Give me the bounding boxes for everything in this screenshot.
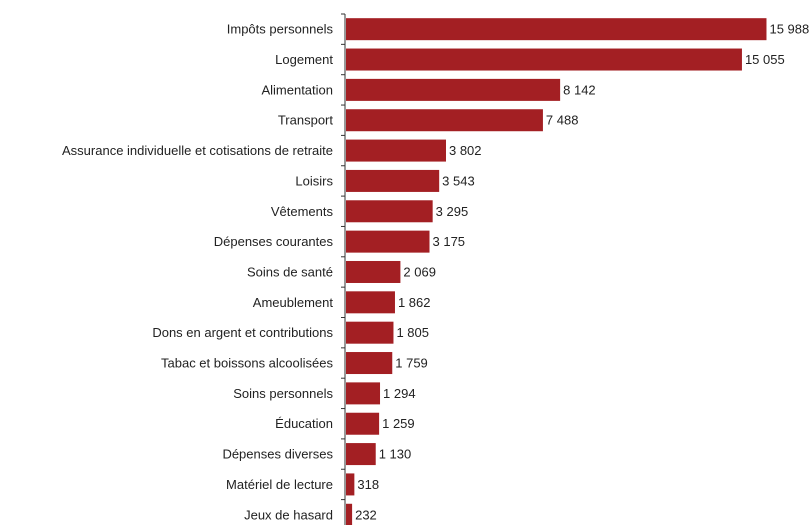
bar [346,412,380,435]
bar [346,109,543,132]
category-label: Dépenses courantes [214,234,334,249]
bar [346,78,561,101]
data-label: 1 294 [383,386,416,401]
data-label: 318 [357,477,379,492]
data-label: 2 069 [403,264,436,279]
category-label: Logement [275,52,333,67]
data-label: 3 802 [449,143,482,158]
category-label: Tabac et boissons alcoolisées [161,356,333,371]
data-label: 8 142 [563,82,596,97]
bar [346,260,401,283]
bar [346,443,376,466]
category-label: Matériel de lecture [226,477,333,492]
category-label: Assurance individuelle et cotisations de… [62,143,333,158]
bar [346,48,742,71]
data-label: 1 805 [396,325,429,340]
category-label: Transport [278,113,334,128]
bar [346,169,440,192]
bar [346,18,767,41]
bar [346,291,395,314]
data-label: 232 [355,507,377,522]
category-label: Dépenses diverses [222,447,333,462]
data-label: 15 988 [769,22,809,37]
bar [346,382,381,405]
bar [346,139,446,162]
bar [346,503,353,525]
category-label: Soins de santé [247,264,333,279]
bar [346,200,433,223]
category-label: Ameublement [253,295,334,310]
category-label: Vêtements [271,204,334,219]
bar [346,473,355,496]
category-label: Jeux de hasard [244,507,333,522]
data-label: 15 055 [745,52,785,67]
data-label: 3 543 [442,173,475,188]
category-label: Loisirs [295,173,333,188]
data-label: 3 295 [436,204,469,219]
data-label: 1 759 [395,356,428,371]
data-label: 1 130 [379,447,412,462]
category-label: Soins personnels [233,386,333,401]
category-label: Éducation [275,416,333,431]
data-label: 7 488 [546,113,579,128]
data-label: 1 259 [382,416,415,431]
data-label: 1 862 [398,295,431,310]
category-label: Dons en argent et contributions [152,325,333,340]
category-label: Alimentation [261,82,333,97]
data-label: 3 175 [433,234,466,249]
bar [346,321,394,344]
category-label: Impôts personnels [227,22,334,37]
bar [346,230,430,253]
bar [346,352,393,375]
